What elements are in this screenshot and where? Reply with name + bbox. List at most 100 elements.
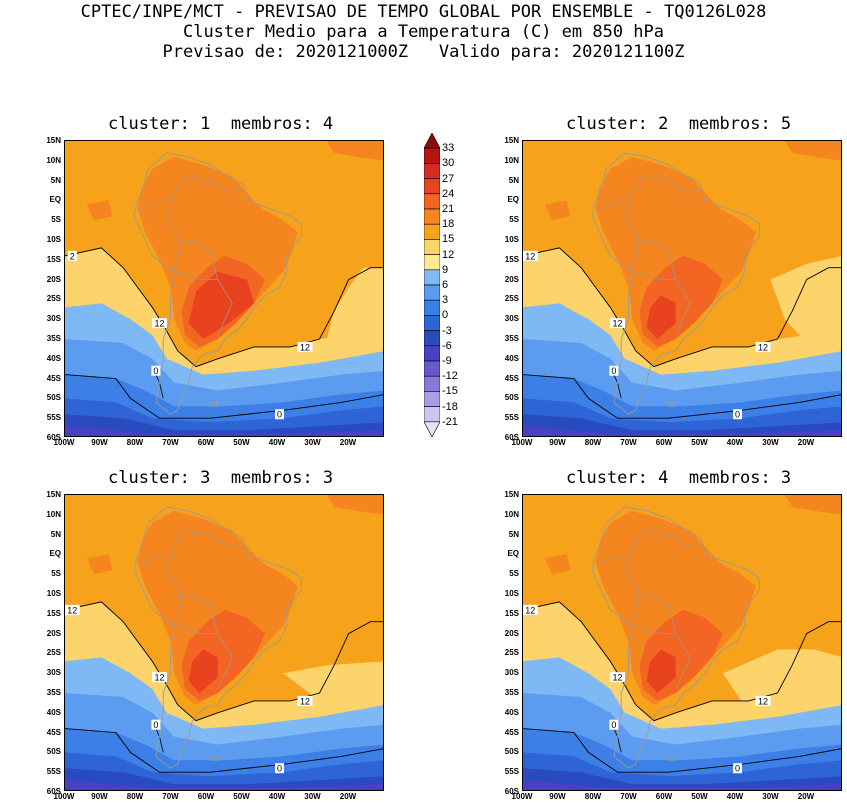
lat-tick-label: 5N — [508, 529, 519, 539]
contour-label: 12 — [65, 604, 80, 615]
country-border — [137, 554, 167, 567]
lat-tick-label: 15N — [504, 490, 519, 499]
country-border — [137, 200, 167, 213]
country-border — [595, 554, 625, 567]
lat-tick-label: 25S — [46, 648, 61, 658]
lat-tick-label: 45S — [504, 727, 519, 737]
svg-text:0: 0 — [153, 366, 158, 376]
svg-text:12: 12 — [525, 605, 535, 615]
svg-text:12: 12 — [758, 342, 768, 352]
lon-tick-label: 30W — [762, 792, 779, 801]
lat-tick-label: 15S — [46, 254, 61, 264]
colorbar-level-label: 12 — [442, 248, 455, 261]
lat-tick-label: 20S — [504, 628, 519, 638]
colorbar-level-label: 30 — [442, 157, 455, 170]
lon-tick-label: 70W — [162, 792, 179, 801]
lon-tick-label: 70W — [620, 438, 637, 447]
contour-label: 0 — [275, 409, 285, 420]
colorbar-segment — [423, 375, 441, 392]
lat-tick-label: 30S — [46, 314, 61, 324]
country-border — [177, 593, 219, 634]
contour-0 — [65, 374, 383, 419]
temperature-field-27 — [646, 649, 676, 693]
lat-tick-label: 35S — [504, 334, 519, 343]
lat-tick-label: 15N — [504, 136, 519, 145]
colorbar-segment — [423, 193, 441, 210]
contour-12 — [523, 601, 841, 722]
lon-tick-label: 90W — [549, 438, 566, 447]
lon-tick-label: 70W — [620, 792, 637, 801]
svg-text:12: 12 — [67, 605, 77, 615]
svg-text:12: 12 — [155, 673, 165, 683]
lon-tick-label: 60W — [655, 438, 673, 447]
temperature-field-21 — [86, 200, 113, 221]
lat-tick-label: 60S — [46, 433, 61, 442]
lat-tick-label: EQ — [49, 195, 61, 205]
temperature-field-minus6 — [523, 414, 841, 436]
contour-label: 12 — [523, 250, 538, 261]
colorbar-level-label: -21 — [442, 415, 458, 428]
lat-tick-label: 55S — [46, 413, 61, 423]
lon-tick-label: 60W — [197, 792, 215, 801]
lat-tick-label: 60S — [504, 433, 519, 442]
temperature-field-21 — [595, 156, 756, 351]
lat-tick-label: 10N — [46, 155, 61, 165]
colorbar-segment — [423, 391, 441, 407]
lat-tick-label: 15N — [46, 490, 61, 499]
svg-text:2: 2 — [70, 251, 75, 261]
temperature-field-21 — [595, 510, 756, 705]
header-line-1: CPTEC/INPE/MCT - PREVISAO DE TEMPO GLOBA… — [80, 2, 767, 22]
country-border — [632, 271, 691, 336]
svg-text:0: 0 — [277, 410, 282, 420]
temperature-field-21 — [137, 510, 298, 705]
country-border — [177, 239, 219, 280]
colorbar-level-label: 6 — [442, 279, 449, 291]
lat-tick-label: 5S — [509, 569, 519, 579]
contour-label: 0 — [151, 365, 161, 376]
lon-tick-label: 100W — [53, 792, 75, 801]
temperature-field-21 — [86, 554, 113, 575]
lat-tick-label: 40S — [504, 707, 519, 717]
colorbar-segment — [423, 299, 441, 316]
lat-tick-label: EQ — [507, 195, 519, 205]
lon-tick-label: 80W — [584, 438, 602, 447]
temperature-field-27 — [188, 271, 255, 339]
lat-tick-label: 10N — [504, 155, 519, 165]
svg-text:12: 12 — [758, 696, 768, 706]
lat-tick-label: 5N — [50, 529, 61, 539]
country-border — [632, 625, 691, 690]
contour-label: 0 — [275, 763, 285, 774]
lon-tick-label: 30W — [762, 438, 779, 447]
lat-tick-label: 25S — [46, 294, 61, 304]
lat-tick-label: 35S — [46, 334, 61, 343]
svg-text:0: 0 — [153, 720, 158, 730]
lon-tick-label: 50W — [233, 438, 250, 447]
lat-tick-label: 10N — [504, 509, 519, 519]
lon-tick-label: 60W — [197, 438, 215, 447]
coastline — [591, 152, 760, 415]
temperature-field-21 — [784, 495, 841, 515]
country-border — [635, 593, 677, 634]
colorbar-level-label: 9 — [442, 263, 449, 276]
lon-tick-label: 50W — [691, 438, 708, 447]
panel-title-3: cluster: 3 membros: 3 — [108, 468, 334, 488]
lat-tick-label: 40S — [46, 707, 61, 717]
lat-tick-label: EQ — [49, 549, 61, 559]
contour-label: 12 — [297, 341, 313, 352]
colorbar-level-label: -3 — [442, 324, 452, 337]
colorbar-segment — [423, 269, 441, 286]
country-border — [642, 530, 698, 547]
lon-tick-label: 30W — [304, 792, 321, 801]
colorbar-bottom-arrow — [423, 421, 441, 438]
map-panel-3: 12 12 12 0 0 — [64, 494, 384, 791]
colorbar-segment — [423, 239, 441, 255]
colorbar-level-label: 27 — [442, 172, 455, 185]
svg-text:0: 0 — [611, 366, 616, 376]
falkland-islands — [668, 756, 677, 761]
lat-tick-label: 50S — [504, 393, 519, 403]
colorbar-level-label: -6 — [442, 339, 452, 352]
lat-tick-label: 10S — [46, 235, 61, 244]
lat-tick-label: 30S — [46, 668, 61, 678]
lon-tick-label: 20W — [339, 792, 357, 801]
lon-tick-label: 20W — [797, 438, 815, 447]
